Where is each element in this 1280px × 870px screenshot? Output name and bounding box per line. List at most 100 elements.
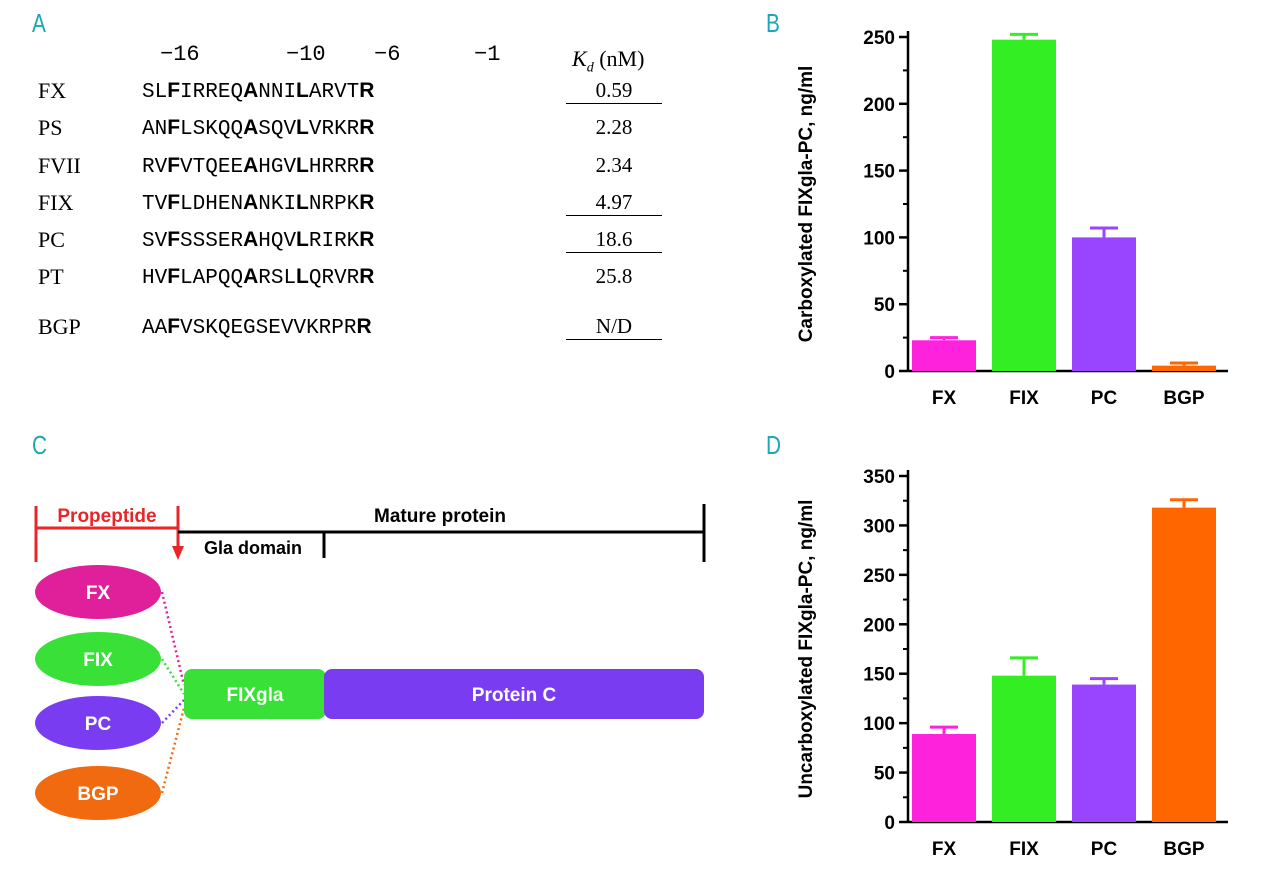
y-tick-label: 200	[863, 95, 895, 116]
sequence-fragment: HRRR	[308, 156, 360, 179]
conserved-residue: F	[167, 191, 181, 214]
protein-c-segment: Protein C	[324, 669, 704, 719]
propeptide-oval-bgp: BGP	[35, 707, 186, 820]
y-tick-label: 0	[884, 813, 895, 834]
kd-subscript: d	[586, 60, 594, 76]
x-tick-label: FX	[932, 839, 957, 860]
protein-name: PC	[38, 227, 65, 252]
x-tick-label: FX	[932, 388, 957, 409]
conserved-residue: A	[243, 116, 259, 139]
oval-shape	[35, 565, 161, 619]
protein-name: FVII	[38, 153, 81, 178]
x-tick-label: BGP	[1163, 388, 1205, 409]
conserved-residue: L	[296, 79, 309, 102]
connector-line	[161, 699, 185, 724]
conserved-residue: L	[296, 265, 309, 288]
x-tick-label: PC	[1091, 388, 1118, 409]
bar-fx	[912, 340, 976, 371]
y-tick-label: 0	[884, 362, 895, 383]
fixgla-label: FIXgla	[226, 685, 283, 706]
protein-c-label: Protein C	[472, 685, 557, 706]
propeptide-sequence: HVFLAPQQARSLLQRVRR	[142, 265, 374, 290]
oval-label: FIX	[83, 650, 113, 671]
panel-label-a: A	[32, 8, 46, 38]
x-tick-label: FIX	[1009, 839, 1039, 860]
sequence-fragment: AA	[142, 317, 168, 340]
propeptide-sequence: RVFVTQEEAHGVLHRRRR	[142, 154, 374, 179]
position-label: −1	[474, 42, 501, 67]
protein-name: PT	[38, 264, 64, 289]
mature-protein-label: Mature protein	[374, 506, 506, 527]
propeptide-oval-fix: FIX	[35, 632, 186, 695]
connector-line	[160, 658, 186, 695]
bar-bgp	[1152, 365, 1216, 371]
y-axis-label: Carboxylated FIXgla-PC, ng/ml	[796, 66, 817, 343]
oval-label: BGP	[77, 784, 119, 805]
sequence-fragment: LSKQQ	[180, 118, 244, 141]
mature-protein-bracket	[178, 504, 706, 562]
y-tick-label: 100	[863, 228, 895, 249]
bar-fix	[992, 675, 1056, 822]
conserved-residue: A	[243, 154, 259, 177]
y-tick-label: 200	[863, 615, 895, 636]
sequence-fragment: RSL	[258, 267, 297, 290]
kd-column-header: Kd (nM)	[572, 46, 644, 76]
y-tick-label: 350	[863, 467, 895, 488]
conserved-residue: L	[296, 228, 309, 251]
kd-unit: (nM)	[599, 46, 645, 71]
sequence-fragment: TV	[142, 193, 168, 216]
connector-line	[160, 591, 186, 686]
conserved-residue: R	[356, 315, 372, 338]
sequence-fragment: ARVT	[308, 81, 360, 104]
fixgla-segment: FIXgla	[184, 669, 326, 719]
y-tick-label: 50	[874, 764, 895, 785]
propeptide-sequence: AAFVSKQEGSEVVKRPRR	[142, 315, 372, 340]
kd-value: 2.28	[595, 115, 633, 139]
sequence-fragment: HQV	[258, 230, 297, 253]
construct-diagram: Propeptide Mature protein Gla domain FX F…	[34, 504, 706, 820]
x-tick-label: PC	[1091, 839, 1118, 860]
propeptide-oval-pc: PC	[35, 696, 185, 750]
kd-value: 0.59	[566, 78, 662, 104]
sequence-fragment: LDHEN	[180, 193, 244, 216]
propeptide-sequence: SLFIRREQANNILARVTR	[142, 79, 374, 104]
conserved-residue: F	[167, 154, 181, 177]
conserved-residue: R	[359, 154, 375, 177]
oval-shape	[35, 696, 161, 750]
gla-domain-label: Gla domain	[204, 538, 302, 558]
y-tick-label: 250	[863, 566, 895, 587]
panel-label-b: B	[766, 8, 780, 38]
conserved-residue: L	[296, 191, 309, 214]
sequence-fragment: SV	[142, 230, 168, 253]
sequence-fragment: IRREQ	[180, 81, 244, 104]
sequence-fragment: VSKQEGSEVVKRPR	[180, 317, 357, 340]
sequence-fragment: VTQEE	[180, 156, 244, 179]
propeptide-bracket	[34, 506, 184, 562]
y-tick-label: 250	[863, 28, 895, 49]
oval-label: FX	[86, 583, 111, 604]
y-tick-label: 150	[863, 665, 895, 686]
bar-fix	[992, 39, 1056, 372]
propeptide-sequence: SVFSSSERAHQVLRIRKR	[142, 228, 374, 253]
sequence-fragment: VRKR	[308, 118, 360, 141]
conserved-residue: F	[167, 265, 181, 288]
sequence-fragment: NKI	[258, 193, 297, 216]
conserved-residue: A	[243, 191, 259, 214]
bar-bgp	[1152, 507, 1216, 822]
y-tick-label: 300	[863, 516, 895, 537]
conserved-residue: A	[243, 265, 259, 288]
x-tick-label: BGP	[1163, 839, 1205, 860]
conserved-residue: R	[359, 116, 375, 139]
sequence-fragment: RIRK	[308, 230, 360, 253]
conserved-residue: A	[243, 79, 259, 102]
carboxylated-bar-chart: 0 50 100 150 200 250 FX FIX PC BGP Carboxylated FI…	[796, 28, 1228, 409]
oval-shape	[35, 632, 161, 686]
propeptide-oval-fx: FX	[35, 565, 186, 686]
conserved-residue: R	[359, 228, 375, 251]
panel-label-c: C	[32, 430, 48, 460]
position-label: −16	[160, 42, 200, 67]
kd-value: 25.8	[595, 264, 633, 288]
conserved-residue: L	[296, 116, 309, 139]
sequence-fragment: SSSER	[180, 230, 244, 253]
connector-line	[160, 707, 186, 794]
